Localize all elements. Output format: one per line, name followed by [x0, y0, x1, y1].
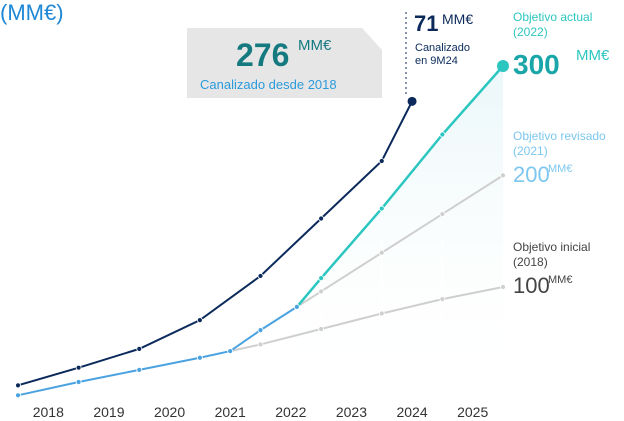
total-text: Canalizado desde 2018: [200, 77, 337, 92]
ytd-line: en 9M24: [415, 55, 458, 67]
target-unit: MM€: [576, 47, 610, 64]
ytd-value: 71: [414, 11, 438, 36]
target-unit: MM€: [548, 274, 572, 286]
target-value: 200: [513, 162, 550, 187]
x-tick-label: 2018: [33, 404, 64, 420]
data-point: [196, 317, 203, 324]
target-value: 300: [513, 49, 560, 80]
target-line: Objetivo actual: [513, 10, 592, 24]
data-point: [439, 131, 446, 138]
x-tick-label: 2020: [154, 404, 185, 420]
series-line: [17, 306, 298, 397]
data-point: [257, 341, 264, 348]
unit-title: (MM€): [0, 0, 64, 25]
target-unit: MM€: [548, 163, 572, 175]
data-point: [136, 345, 143, 352]
x-tick-label: 2022: [275, 404, 306, 420]
data-point: [318, 275, 325, 282]
x-tick-label: 2021: [215, 404, 246, 420]
target-value: 100: [513, 273, 550, 298]
data-point: [407, 96, 417, 106]
target-line: (2021): [513, 144, 548, 158]
data-point: [318, 215, 325, 222]
data-point: [318, 288, 325, 295]
data-point: [378, 205, 385, 212]
ytd-line: Canalizado: [415, 42, 470, 54]
data-point: [75, 364, 82, 371]
callout-box: [187, 28, 382, 98]
target-line: (2018): [513, 255, 548, 269]
data-point: [439, 296, 446, 303]
data-point: [318, 326, 325, 332]
x-tick-label: 2025: [457, 404, 488, 420]
x-tick-label: 2024: [396, 404, 427, 420]
x-tick-label: 2023: [336, 404, 367, 420]
data-point: [196, 354, 203, 361]
data-point: [15, 382, 21, 389]
target-line: Objetivo revisado: [513, 129, 606, 143]
target-line: Objetivo inicial: [513, 240, 590, 254]
data-point: [227, 348, 234, 354]
series-line: [229, 286, 504, 353]
total-unit: MM€: [298, 37, 332, 54]
total-value: 276: [236, 37, 289, 73]
data-point: [15, 392, 21, 399]
data-point: [378, 310, 385, 317]
data-point: [136, 366, 143, 373]
data-point: [378, 158, 385, 164]
series-line: [17, 100, 413, 387]
data-point: [293, 303, 300, 310]
target-line: (2022): [513, 25, 548, 39]
ytd-unit: MM€: [442, 11, 473, 27]
data-point: [439, 211, 446, 217]
target-area: [296, 66, 503, 398]
data-point: [75, 379, 82, 385]
data-point: [500, 172, 506, 179]
x-tick-label: 2019: [93, 404, 124, 420]
data-point: [257, 273, 264, 279]
data-point: [500, 284, 506, 290]
data-point: [497, 60, 509, 72]
data-point: [378, 249, 385, 256]
data-point: [257, 327, 264, 333]
